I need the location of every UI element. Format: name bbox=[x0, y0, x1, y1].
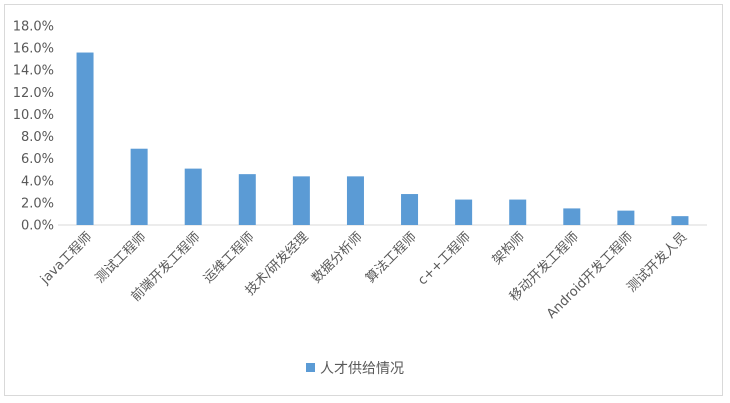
y-tick-label: 14.0% bbox=[13, 64, 54, 79]
legend: 人才供给情况 bbox=[306, 361, 404, 377]
bar bbox=[563, 208, 581, 225]
legend-swatch bbox=[306, 363, 315, 372]
bar bbox=[292, 176, 310, 225]
bar bbox=[455, 199, 473, 225]
bar bbox=[130, 148, 148, 225]
y-axis: 0.0% 2.0% 4.0% 6.0% 8.0% 10.0% 12.0% 14.0% 16.0%… bbox=[13, 20, 54, 234]
x-tick-label: 运维工程师 bbox=[201, 230, 258, 287]
bar bbox=[346, 176, 364, 225]
y-tick-label: 2.0% bbox=[21, 196, 54, 211]
bar bbox=[238, 174, 256, 225]
y-tick-label: 4.0% bbox=[21, 174, 54, 189]
y-tick-label: 0.0% bbox=[21, 219, 54, 234]
bar bbox=[401, 194, 419, 225]
x-tick-label: 架构师 bbox=[490, 230, 528, 268]
x-tick-label: 数据分析师 bbox=[309, 230, 366, 287]
y-tick-label: 12.0% bbox=[13, 86, 54, 101]
bar bbox=[671, 216, 689, 225]
bar bbox=[617, 210, 635, 225]
y-tick-label: 16.0% bbox=[13, 42, 54, 57]
x-tick-label: c++工程师 bbox=[415, 230, 474, 289]
x-tick-label: 算法工程师 bbox=[363, 230, 420, 287]
bar bbox=[76, 52, 94, 226]
y-tick-label: 6.0% bbox=[21, 152, 54, 167]
bars bbox=[76, 52, 689, 226]
x-axis-labels: java工程师测试工程师前端开发工程师运维工程师技术/研发经理数据分析师算法工程… bbox=[37, 229, 690, 322]
bar bbox=[509, 199, 527, 225]
x-tick-label: 测试工程师 bbox=[93, 230, 150, 287]
x-tick-label: java工程师 bbox=[37, 230, 95, 288]
y-tick-label: 18.0% bbox=[13, 20, 54, 35]
legend-label: 人才供给情况 bbox=[320, 361, 404, 377]
y-tick-label: 8.0% bbox=[21, 130, 54, 145]
y-tick-label: 10.0% bbox=[13, 108, 54, 123]
bar bbox=[184, 168, 202, 225]
